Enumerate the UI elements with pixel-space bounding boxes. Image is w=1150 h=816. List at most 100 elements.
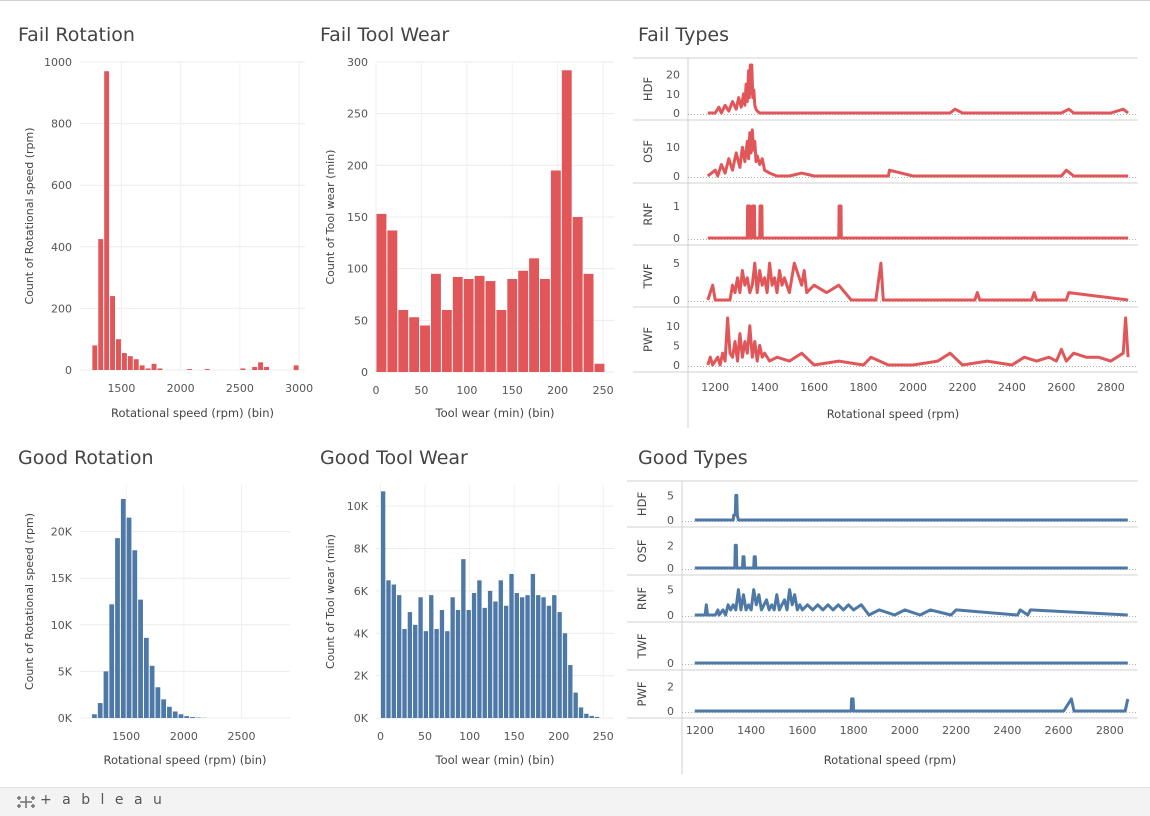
fail_tool_wear-bar <box>486 281 496 372</box>
good_tool_wear-bar <box>424 631 428 718</box>
good_tool_wear-ytick-label: 6K <box>354 585 369 598</box>
good_tool_wear-bar <box>573 693 577 718</box>
good_types-hdf-ytick-label: 0 <box>667 514 674 527</box>
fail_rotation-bar <box>110 296 115 370</box>
good_tool_wear-xtick-label: 100 <box>459 730 480 743</box>
good_tool_wear-bar <box>584 714 588 718</box>
fail_tool_wear-bar <box>442 310 452 372</box>
good_rotation-bar <box>173 711 178 718</box>
good_rotation-bar <box>161 699 166 718</box>
fail_tool_wear-bar <box>518 271 528 372</box>
fail_types-series-label-twf: TWF <box>641 263 655 289</box>
good_rotation-bar <box>127 518 132 718</box>
good_tool_wear-bar <box>450 597 454 718</box>
good_tool_wear-bar <box>440 610 444 718</box>
good_tool_wear-bar <box>392 585 396 718</box>
fail_tool_wear-xtick-label: 150 <box>502 384 523 397</box>
good_tool_wear-bar <box>590 716 594 718</box>
fail_tool_wear-ytick-label: 200 <box>347 159 368 172</box>
good_rotation-bar <box>138 600 143 718</box>
fail_types-xtick-label: 1600 <box>800 381 828 394</box>
good_tool_wear-bar <box>402 629 406 718</box>
good_types-series-label-pwf: PWF <box>635 682 649 707</box>
good_tool_wear-bar <box>541 597 545 718</box>
fail_types-series-label-pwf: PWF <box>641 327 655 352</box>
fail_types-xtick-label: 2000 <box>899 381 927 394</box>
good_tool_wear-ytick-label: 8K <box>354 543 369 556</box>
good_tool_wear-xtick-label: 200 <box>548 730 569 743</box>
good_types-osf-ytick-label: 2 <box>667 539 674 552</box>
good_rotation-bar <box>167 707 172 718</box>
fail_tool_wear-xtick-label: 100 <box>456 384 477 397</box>
good_types-hdf-ytick-label: 5 <box>667 489 674 502</box>
fail_types-series-label-osf: OSF <box>641 140 655 163</box>
good_tool_wear-bar <box>509 574 513 718</box>
fail_rotation-x-axis-label: Rotational speed (rpm) (bin) <box>111 406 274 420</box>
good_types-osf-ytick-label: 0 <box>667 562 674 575</box>
fail_tool_wear-bar <box>475 276 485 372</box>
fail_rotation-ytick-label: 800 <box>51 118 72 131</box>
good_types-rnf-ytick-label: 5 <box>667 584 674 597</box>
fail_rotation-bar <box>116 339 121 370</box>
fail_types-pwf-ytick-label: 5 <box>673 339 680 352</box>
fail_tool_wear-bar <box>562 70 572 372</box>
fail_types-rnf-line <box>708 206 1128 238</box>
good_tool_wear-bar <box>563 633 567 718</box>
tableau-logo-icon[interactable] <box>16 793 36 811</box>
fail_tool_wear-xtick-label: 200 <box>547 384 568 397</box>
good_types-x-axis-label: Rotational speed (rpm) <box>824 753 957 767</box>
good_rotation-bar <box>115 538 120 718</box>
good_types-osf-line <box>695 545 1128 568</box>
good_types-xtick-label: 2800 <box>1096 724 1124 737</box>
good_tool_wear-bar <box>434 629 438 718</box>
good_types-xtick-label: 1200 <box>686 724 714 737</box>
fail_types-xtick-label: 2200 <box>948 381 976 394</box>
good_rotation-ytick-label: 0K <box>58 712 73 725</box>
fail_rotation-bar <box>258 362 263 370</box>
fail_tool_wear-bar <box>453 277 463 372</box>
good_tool_wear-ytick-label: 4K <box>354 627 369 640</box>
tableau-brand-text[interactable]: + a b l e a u <box>40 792 165 808</box>
good_tool_wear-bar <box>477 580 481 718</box>
good_tool_wear-bar <box>381 491 385 718</box>
fail_rotation-ytick-label: 200 <box>51 302 72 315</box>
fail_rotation-bar <box>92 345 97 370</box>
good_rotation-ytick-label: 10K <box>51 619 73 632</box>
good_rotation-x-axis-label: Rotational speed (rpm) (bin) <box>103 753 266 767</box>
fail_tool_wear-bar <box>540 279 550 372</box>
good_tool_wear-bar <box>536 595 540 718</box>
fail_tool_wear-xtick-label: 50 <box>414 384 428 397</box>
fail_rotation-bar <box>104 71 109 370</box>
fail_tool_wear-bar <box>584 274 594 372</box>
fail_types-xtick-label: 1400 <box>751 381 779 394</box>
good_types-rnf-line <box>695 590 1128 615</box>
good_tool_wear-bar <box>488 591 492 718</box>
good_types-twf-ytick-label: 0 <box>667 657 674 670</box>
fail_rotation-bar <box>252 367 257 370</box>
fail_tool_wear-bar <box>398 310 408 372</box>
good_tool_wear-bar <box>515 593 519 718</box>
fail_rotation-bar <box>205 369 210 370</box>
fail_types-osf-ytick-label: 0 <box>673 170 680 183</box>
good_types-xtick-label: 2400 <box>993 724 1021 737</box>
good_types-series-label-hdf: HDF <box>635 492 649 516</box>
fail_types-pwf-line <box>708 318 1128 365</box>
good_types-hdf-line <box>695 495 1128 520</box>
fail_types-series-label-rnf: RNF <box>641 202 655 225</box>
good_types-pwf-ytick-label: 2 <box>667 681 674 694</box>
fail_types-xtick-label: 1800 <box>850 381 878 394</box>
fail_tool_wear-x-axis-label: Tool wear (min) (bin) <box>435 406 555 420</box>
fail_rotation-y-axis-label: Count of Rotational speed (rpm) <box>23 127 36 304</box>
fail_tool_wear-xtick-label: 0 <box>373 384 380 397</box>
good_tool_wear-bar <box>386 580 390 718</box>
good_types-xtick-label: 1800 <box>840 724 868 737</box>
good_types-xtick-label: 2600 <box>1045 724 1073 737</box>
fail_rotation-xtick-label: 1500 <box>107 382 135 395</box>
good_tool_wear-xtick-label: 50 <box>418 730 432 743</box>
fail_tool_wear-bar <box>595 364 605 372</box>
good_types-xtick-label: 1400 <box>737 724 765 737</box>
good_rotation-bar <box>144 638 149 718</box>
good_tool_wear-bar <box>504 606 508 718</box>
good_rotation-bar <box>121 499 126 718</box>
